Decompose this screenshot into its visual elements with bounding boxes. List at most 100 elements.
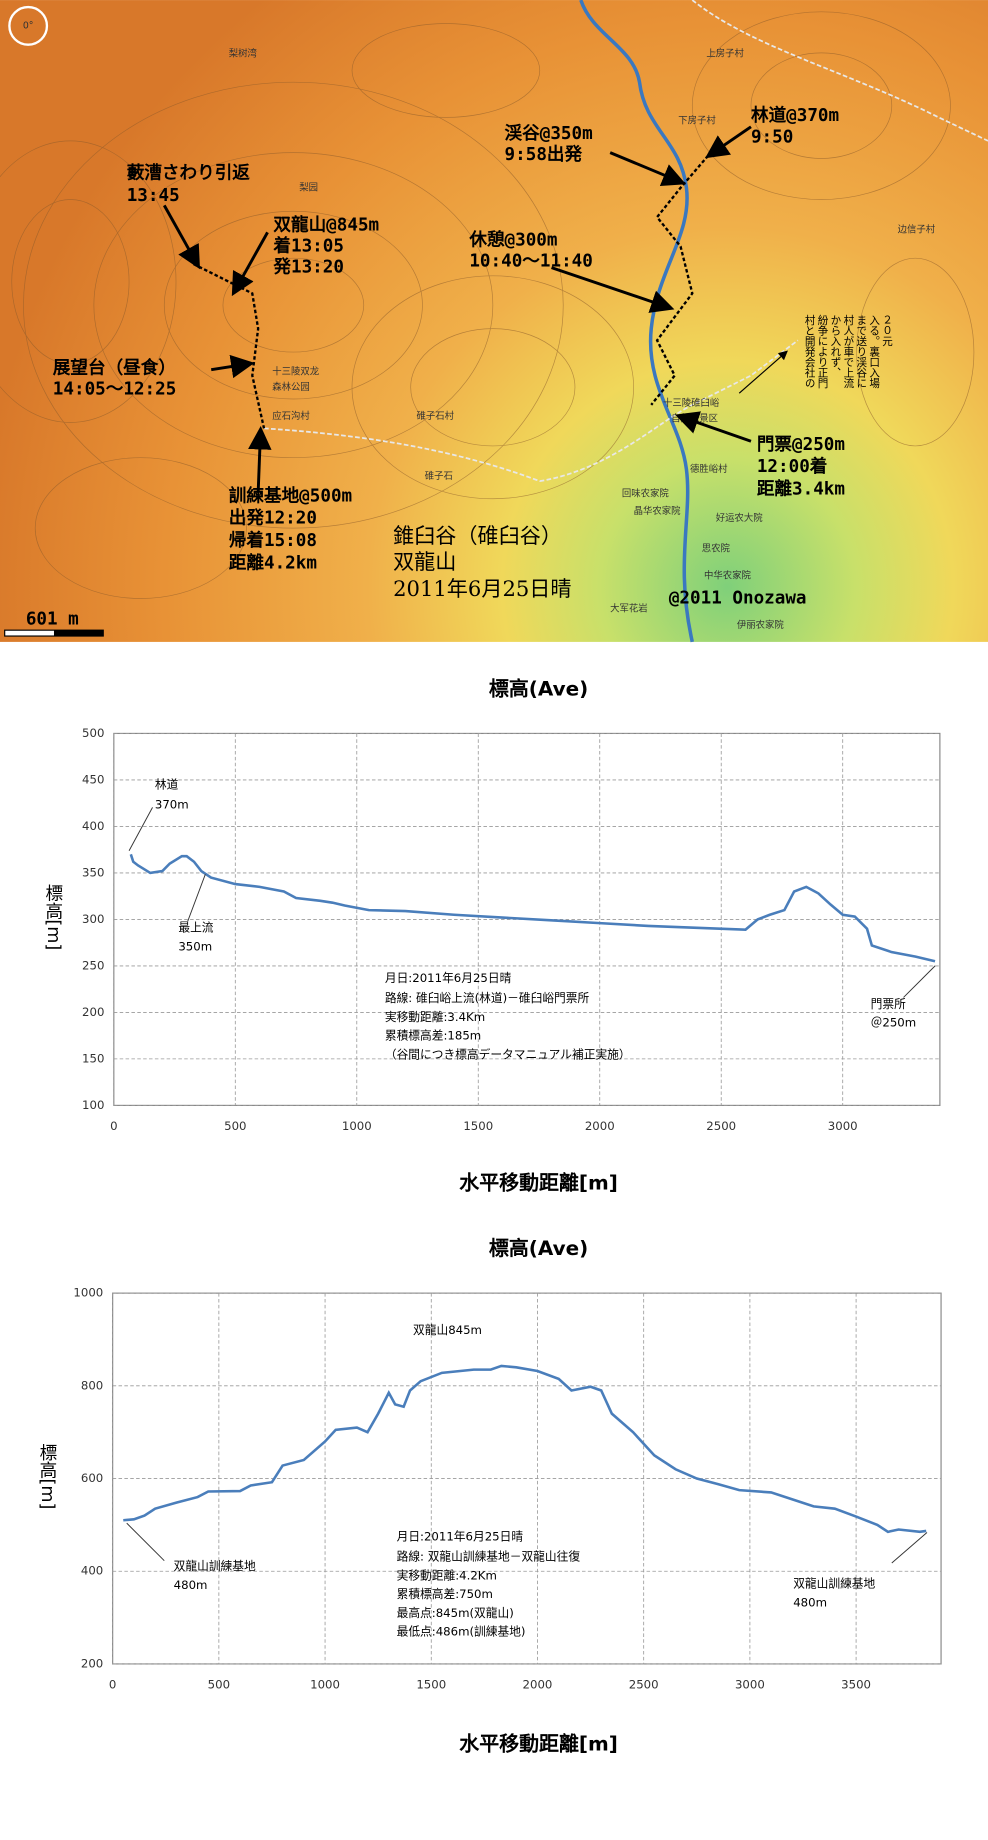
scale-bar [53,630,104,637]
annotation: 門票所 [871,997,906,1011]
place: 梨树湾 [229,48,257,60]
x-tick-label: 3000 [735,1678,765,1692]
y-tick-label: 1000 [73,1286,103,1300]
arrows [162,125,788,493]
y-tick-label: 400 [82,819,104,833]
info: 路線: 碓臼峪上流(林道)－碓臼峪門票所 [385,991,590,1005]
place: 上房子村 [706,48,744,60]
chart-title: 標高(Ave) [489,677,588,701]
annotation: 双龍山訓練基地 [174,1559,256,1573]
annotation: 370m [155,798,189,812]
y-tick-label: 500 [82,726,104,740]
y-tick-label: 250 [82,958,104,972]
x-tick-label: 3500 [841,1678,871,1692]
info: 実移動距離:4.2Km [397,1568,497,1582]
x-tick-label: 1500 [416,1678,446,1692]
compass [8,5,49,46]
x-axis-label: 水平移動距離[m] [459,1171,618,1195]
y-tick-label: 800 [81,1378,103,1392]
annotation: 10:40～11:40 [469,252,593,272]
roads [263,0,988,483]
annotation: 発13:20 [272,257,344,278]
line [123,1364,927,1534]
annotation: 480m [174,1578,208,1592]
annotation: 訓練基地@500m [229,485,352,506]
annotation: 門票@250m [757,435,845,455]
annotation: 距離4.2km [229,552,317,573]
annotation: 渓谷@350m [505,123,593,144]
info: 月日:2011年6月25日晴 [385,971,512,985]
place: 思农院 [702,543,731,555]
note-line: 紛争により正門 [817,314,829,389]
note-line: まで送り渓谷に [855,315,867,389]
note-line: ２０元 [881,315,893,347]
annotation: 錐臼谷（碓臼谷） [393,523,562,548]
x-tick-label: 1000 [342,1119,372,1133]
chart-annotations: 林道 370m 最上流 350m 門票所 ＠250m 月日:2011年6月25日… [126,778,936,1639]
annotation: 林道@370m [751,105,839,126]
place: 大军花岩 [610,603,648,615]
river [579,0,695,643]
annotation: 林道 [155,778,179,792]
y-tick-label: 300 [82,912,104,926]
place: 德胜峪村 [690,463,728,475]
place: 下房子村 [678,114,716,126]
note-line: 入る。裏口入場 [868,315,880,390]
y-tick-label: 600 [81,1471,103,1485]
annotation: 双龍山845m [413,1323,482,1337]
place: 十三陵双龙 [272,366,319,378]
y-tick-label: 350 [82,865,104,879]
annotation: ＠250m [871,1016,917,1030]
y-axis-label: 標高[m] [37,1443,57,1509]
place: 森林公园 [272,381,310,393]
annotation: 双龍山訓練基地 [793,1577,875,1591]
place: 回味农家院 [622,488,670,500]
annotation: 12:00着 [757,456,828,477]
info: 累積標高差:750m [397,1587,493,1601]
y-tick-label: 200 [82,1005,104,1019]
place: 十三陵碓臼峪 [663,397,720,409]
note-line: 村と開発会社の [804,314,816,389]
annotation: 休憩@300m [468,230,557,251]
annotation: 双龍山 [393,549,456,574]
y-tick-label: 450 [82,772,104,786]
x-tick-label: 1500 [463,1119,493,1133]
annotation: @2011 Onozawa [669,588,807,608]
annotation: 双龍山@845m [273,214,379,235]
annotation: 350m [178,939,212,953]
map-annotations: 藪漕さわり引返 13:45 双龍山@845m 着13:05 発13:20 展望台… [4,105,845,637]
places: 梨树湾 上房子村 下房子村 梨园 边信子村 十三陵双龙 森林公园 应石沟村 碓子… [229,48,936,631]
info: 累積標高差:185m [385,1029,481,1043]
map-note: 村と開発会社の 紛争により正門 から入れず、 村人が車で上流 まで送り渓谷に 入る。裏口入… [804,314,893,389]
annotation: 13:45 [127,186,180,206]
compass-label: 0° [23,20,34,31]
place: 伊丽农家院 [737,619,785,631]
place: 边信子村 [898,224,936,236]
place: 碓子石村 [417,410,455,422]
contours [0,11,975,599]
x-tick-label: 2000 [523,1678,553,1692]
place: 梨园 [299,181,318,193]
x-tick-label: 2500 [629,1678,659,1692]
x-tick-label: 0 [110,1119,117,1133]
annotation: 着13:05 [272,235,344,256]
map-terrain [0,0,988,642]
info: 最低点:486m(訓練基地) [397,1625,526,1639]
annotation: 帰着15:08 [229,530,317,551]
info: 最高点:845m(双龍山) [397,1606,514,1620]
x-axis-label: 水平移動距離[m] [459,1731,618,1755]
x-tick-label: 2000 [585,1119,615,1133]
scale-label: 601 m [26,610,79,630]
line [129,853,936,963]
info: 実移動距離:3.4Km [385,1010,485,1024]
place: 中华农家院 [704,570,752,582]
x-tick-label: 2500 [706,1119,736,1133]
y-tick-label: 400 [81,1564,103,1578]
annotation: 最上流 [178,921,213,935]
info: （谷間につき標高データマニュアル補正実施） [385,1047,631,1061]
info: 月日:2011年6月25日晴 [397,1530,524,1544]
map: 0° 梨树湾 上房子村 下房子村 梨园 边信子村 十三陵双龙 森林公园 应石沟村… [0,0,988,643]
y-tick-label: 200 [81,1656,103,1670]
x-tick-label: 1000 [310,1678,340,1692]
